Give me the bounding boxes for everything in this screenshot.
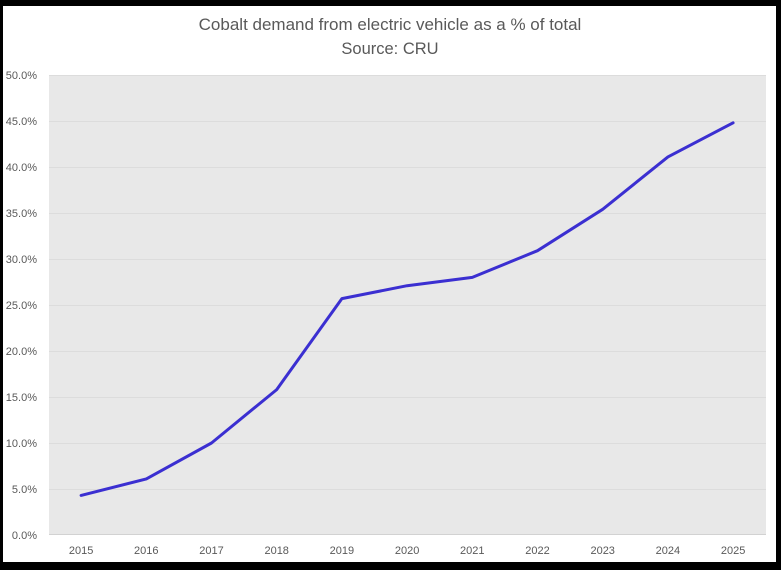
svg-text:2017: 2017 bbox=[199, 545, 223, 557]
svg-text:Cobalt demand from electric ve: Cobalt demand from electric vehicle as a… bbox=[199, 15, 582, 34]
svg-text:25.0%: 25.0% bbox=[6, 300, 37, 312]
svg-text:35.0%: 35.0% bbox=[6, 208, 37, 220]
svg-text:0.0%: 0.0% bbox=[12, 530, 37, 542]
svg-text:45.0%: 45.0% bbox=[6, 116, 37, 128]
svg-text:2025: 2025 bbox=[721, 545, 745, 557]
svg-text:2023: 2023 bbox=[590, 545, 614, 557]
svg-text:2024: 2024 bbox=[656, 545, 680, 557]
svg-text:2020: 2020 bbox=[395, 545, 419, 557]
svg-text:40.0%: 40.0% bbox=[6, 162, 37, 174]
svg-text:2018: 2018 bbox=[264, 545, 288, 557]
svg-text:2021: 2021 bbox=[460, 545, 484, 557]
svg-text:Source: CRU: Source: CRU bbox=[341, 40, 438, 58]
svg-text:10.0%: 10.0% bbox=[6, 438, 37, 450]
svg-text:2015: 2015 bbox=[69, 545, 93, 557]
svg-text:50.0%: 50.0% bbox=[6, 70, 37, 82]
svg-text:15.0%: 15.0% bbox=[6, 392, 37, 404]
svg-text:2016: 2016 bbox=[134, 545, 158, 557]
svg-text:2022: 2022 bbox=[525, 545, 549, 557]
svg-text:30.0%: 30.0% bbox=[6, 254, 37, 266]
svg-text:20.0%: 20.0% bbox=[6, 346, 37, 358]
svg-text:2019: 2019 bbox=[330, 545, 354, 557]
svg-text:5.0%: 5.0% bbox=[12, 484, 37, 496]
